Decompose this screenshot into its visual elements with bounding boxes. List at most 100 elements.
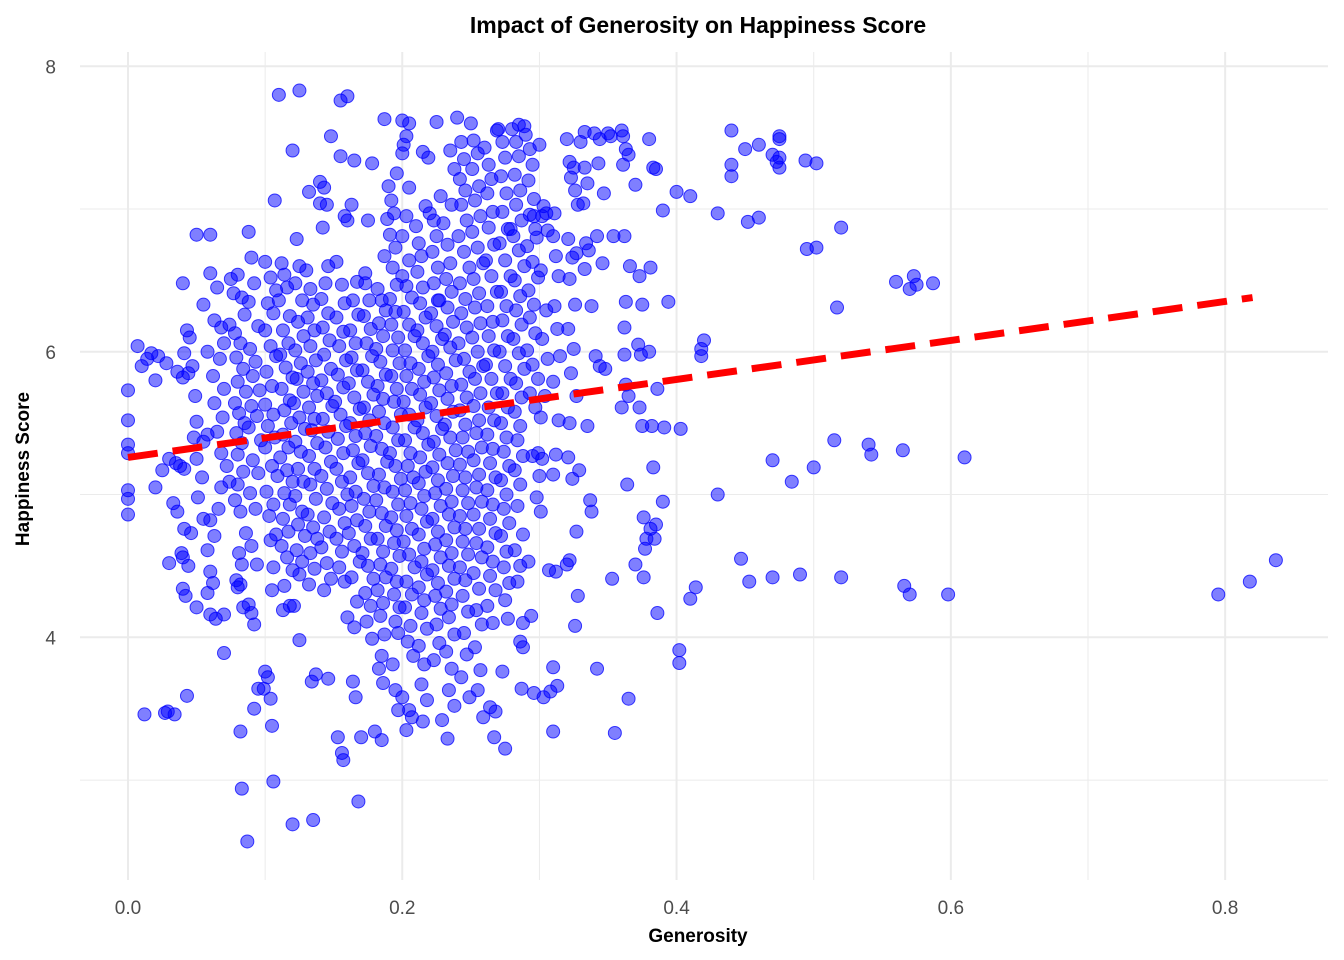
data-point (258, 440, 273, 455)
data-point (275, 511, 290, 526)
data-point (340, 610, 355, 625)
data-point (411, 638, 426, 653)
data-point (533, 263, 548, 278)
data-point (635, 297, 650, 312)
data-point (244, 538, 259, 553)
data-point (548, 249, 563, 264)
data-point (356, 491, 371, 506)
data-point (429, 114, 444, 129)
data-point (181, 558, 196, 573)
data-point (510, 498, 525, 513)
data-point (521, 554, 536, 569)
data-point (373, 354, 388, 369)
data-point (217, 381, 231, 396)
data-point (291, 517, 306, 532)
data-point (319, 386, 334, 401)
data-point (274, 538, 289, 553)
data-point (506, 331, 521, 346)
data-point (562, 416, 577, 431)
data-point (889, 274, 903, 289)
data-point (402, 116, 417, 131)
data-point (374, 648, 389, 663)
data-point (683, 591, 698, 606)
data-point (278, 360, 293, 375)
data-point (444, 597, 459, 612)
data-point (121, 413, 135, 428)
data-point (548, 564, 563, 579)
data-point (121, 507, 135, 522)
data-point (443, 430, 458, 445)
data-point (742, 574, 757, 589)
data-point (344, 498, 359, 513)
data-point (302, 184, 317, 199)
data-point (470, 240, 485, 255)
data-point (398, 600, 413, 615)
data-point (230, 580, 245, 595)
data-point (430, 260, 445, 275)
data-point (452, 508, 467, 523)
data-point (233, 724, 248, 739)
data-point (454, 670, 469, 685)
data-point (646, 460, 661, 475)
data-point (395, 146, 410, 161)
data-point (632, 400, 647, 415)
data-point (343, 323, 358, 338)
data-point (472, 467, 487, 482)
data-point (241, 294, 256, 309)
data-point (274, 256, 289, 271)
data-point (245, 453, 260, 468)
data-point (413, 387, 428, 402)
data-point (454, 197, 469, 212)
data-point (478, 253, 493, 268)
y-tick-label: 8 (45, 57, 56, 78)
data-point (581, 243, 596, 258)
data-points (121, 83, 1283, 849)
data-point (303, 339, 318, 354)
data-point (514, 681, 529, 696)
data-point (683, 189, 698, 204)
data-point (285, 143, 300, 158)
data-point (403, 618, 418, 633)
data-point (345, 443, 360, 458)
data-point (478, 357, 493, 372)
data-point (159, 356, 174, 371)
data-point (451, 336, 466, 351)
data-point (532, 468, 547, 483)
data-point (233, 504, 248, 519)
data-point (473, 663, 488, 678)
data-point (207, 396, 222, 411)
data-point (518, 127, 533, 142)
data-point (447, 698, 462, 713)
data-point (277, 403, 292, 418)
data-point (384, 510, 399, 525)
data-point (387, 206, 402, 221)
data-point (241, 224, 256, 239)
data-point (507, 404, 522, 419)
data-point (495, 204, 510, 219)
data-point (385, 343, 400, 358)
data-point (511, 149, 526, 164)
data-point (724, 123, 739, 138)
data-point (507, 463, 522, 478)
data-point (590, 661, 605, 676)
data-point (210, 280, 225, 295)
data-point (409, 219, 423, 234)
data-point (243, 341, 258, 356)
data-point (413, 450, 428, 465)
data-point (362, 504, 377, 519)
data-point (595, 256, 610, 271)
data-point (481, 220, 496, 235)
data-point (263, 270, 278, 285)
data-point (636, 570, 651, 585)
data-point (784, 474, 799, 489)
data-point (470, 344, 485, 359)
data-point (444, 661, 459, 676)
data-point (361, 213, 375, 228)
data-point (425, 460, 440, 475)
data-point (452, 276, 467, 291)
data-point (498, 253, 513, 268)
data-point (388, 459, 403, 473)
data-point (463, 116, 478, 131)
data-point (274, 381, 289, 396)
data-point (410, 264, 425, 279)
